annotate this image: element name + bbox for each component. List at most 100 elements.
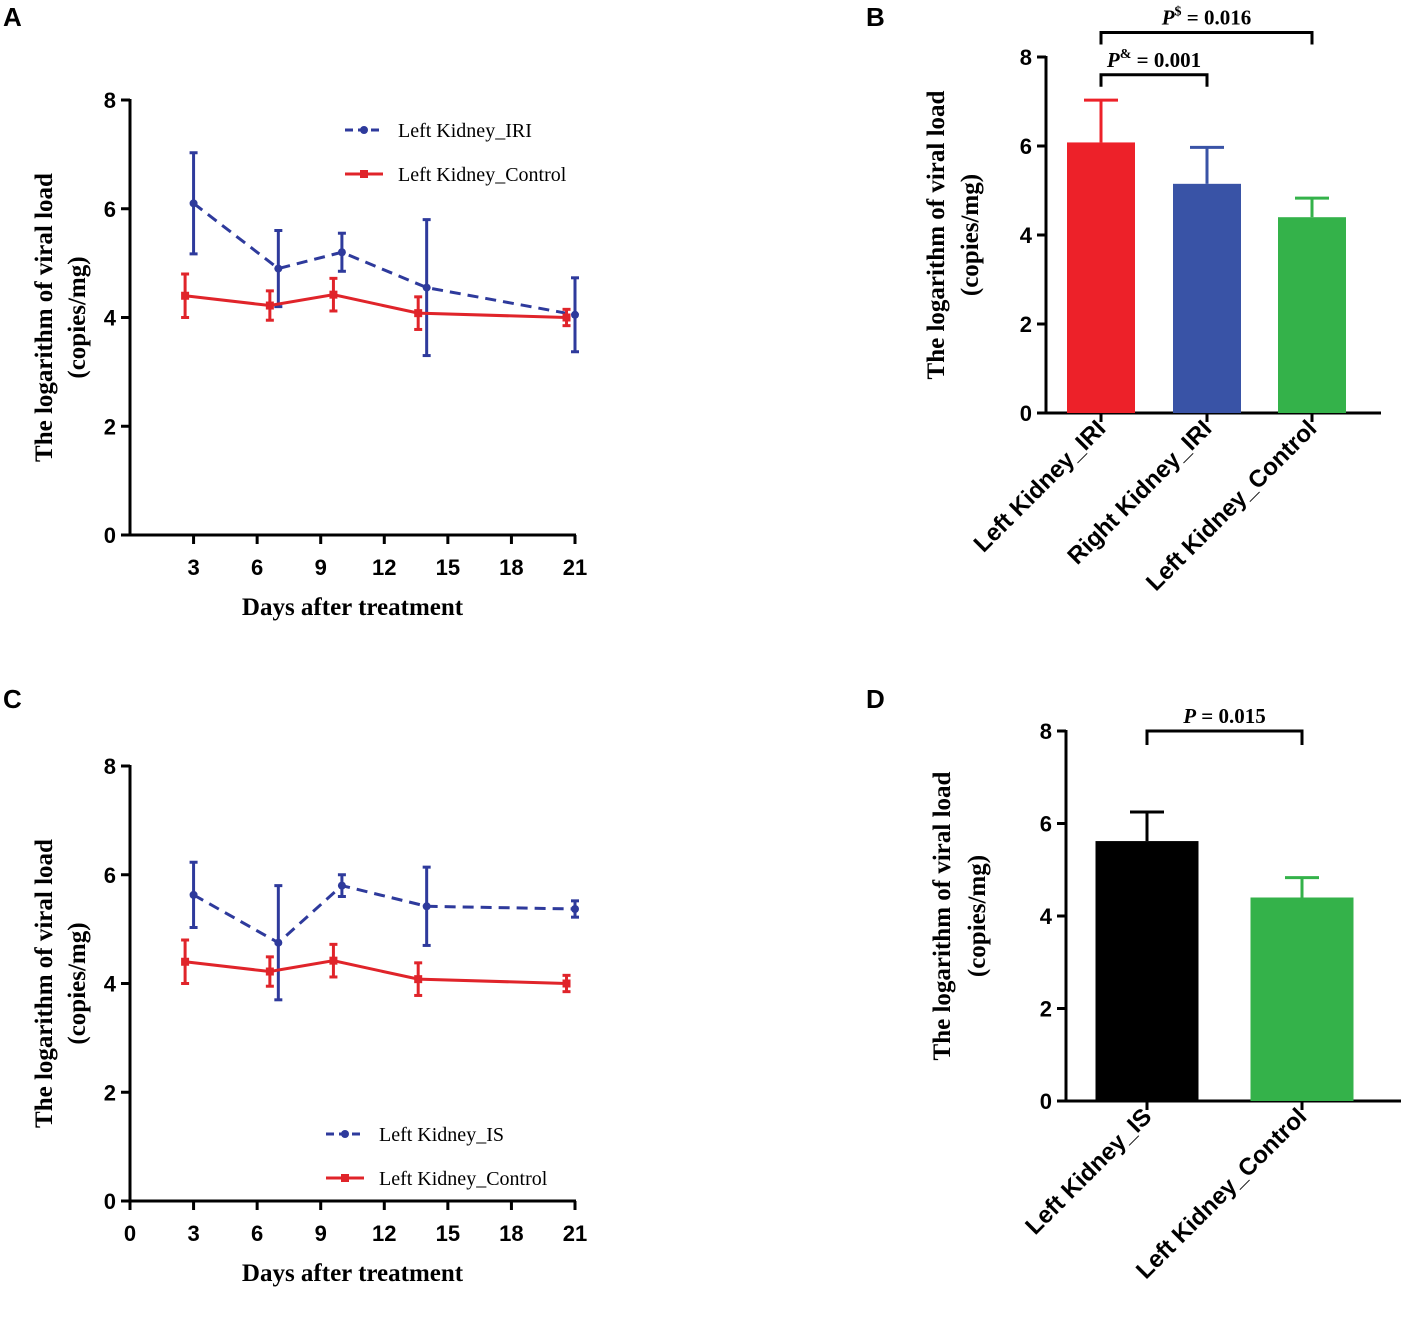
y-tick-label: 2 [1040, 997, 1052, 1022]
y-tick-label: 2 [104, 414, 116, 439]
x-tick-label: 21 [563, 555, 587, 580]
legend-label: Left Kidney_IRI [398, 120, 532, 142]
bar [1173, 183, 1241, 413]
category-label: Left Kidney_Control [1141, 415, 1322, 596]
x-tick-label: 18 [499, 555, 523, 580]
series-0 [189, 151, 579, 358]
data-point [414, 309, 423, 318]
data-point [181, 957, 190, 966]
data-point [562, 979, 571, 988]
y-tick-label: 6 [1020, 134, 1032, 159]
significance-bracket [1099, 31, 1314, 45]
data-point [265, 967, 274, 976]
data-point [189, 199, 198, 208]
legend-marker [360, 126, 368, 134]
panel-d-bar-chart: 0 2 4 6 8 The logarithm of viral load (copies/… [929, 704, 1401, 1284]
category-label: Left Kidney_Control [1131, 1103, 1312, 1284]
data-point [414, 975, 423, 984]
y-axis-title-line2: (copies/mg) [64, 256, 91, 378]
bar [1067, 142, 1135, 413]
series-line [184, 959, 567, 985]
y-tick-label: 0 [1020, 401, 1032, 426]
y-tick-label: 2 [104, 1080, 116, 1105]
panel-b-bar-chart: 0 2 4 6 8 The logarithm of viral load (copies/… [923, 5, 1381, 596]
y-axis-title-line2: (copies/mg) [964, 855, 991, 977]
series-line [184, 293, 567, 319]
data-point [571, 310, 579, 319]
legend-label: Left Kidney_Control [379, 1168, 548, 1190]
y-axis-title-line1: The logarithm of viral load [31, 839, 58, 1128]
x-tick-label: 18 [499, 1221, 523, 1246]
x-tick-label: 15 [436, 555, 460, 580]
significance-bracket [1099, 73, 1209, 87]
data-point [274, 938, 283, 947]
y-tick-label: 6 [104, 863, 116, 888]
x-tick-label: 12 [372, 1221, 396, 1246]
y-tick-label: 8 [1020, 45, 1032, 70]
significance-bracket [1145, 729, 1304, 745]
data-point [274, 264, 283, 273]
series-1 [181, 272, 571, 331]
y-tick-label: 0 [104, 1189, 116, 1214]
panel-letter-a: A [3, 2, 22, 32]
y-tick-label: 2 [1020, 312, 1032, 337]
y-axis-title-line1: The logarithm of viral load [31, 173, 58, 462]
data-point [329, 290, 338, 299]
legend-label: Left Kidney_Control [398, 164, 567, 186]
legend-marker [341, 1174, 349, 1182]
panel-letter-d: D [866, 684, 885, 714]
y-tick-label: 0 [1040, 1089, 1052, 1114]
data-point [329, 956, 338, 965]
significance-label: P$ = 0.016 [1161, 5, 1252, 30]
x-axis-title: Days after treatment [242, 594, 464, 621]
x-tick-label: 21 [563, 1221, 587, 1246]
y-tick-label: 4 [104, 306, 117, 331]
series-line [192, 883, 576, 945]
series-line [192, 202, 576, 317]
x-tick-label: 15 [436, 1221, 460, 1246]
x-tick-label: 6 [251, 1221, 263, 1246]
x-tick-label: 3 [187, 1221, 199, 1246]
panel-letter-b: B [866, 2, 885, 32]
panel-c-line-chart: 0 2 4 6 8 The logarithm of viral load (copies/… [31, 754, 587, 1287]
x-tick-label: 12 [372, 555, 396, 580]
series-0 [189, 860, 579, 1002]
y-tick-label: 8 [104, 754, 116, 779]
y-tick-label: 8 [1040, 719, 1052, 744]
data-point [422, 902, 431, 911]
data-point [571, 905, 579, 914]
data-point [562, 313, 571, 322]
y-tick-label: 4 [104, 972, 117, 997]
data-point [181, 291, 190, 300]
x-tick-label: 0 [124, 1221, 136, 1246]
x-tick-label: 9 [315, 555, 327, 580]
y-axis-title-line2: (copies/mg) [957, 174, 984, 296]
x-tick-label: 9 [315, 1221, 327, 1246]
y-tick-label: 4 [1020, 223, 1033, 248]
legend-marker [341, 1130, 349, 1138]
bar [1095, 841, 1199, 1101]
panel-a-line-chart: 0 2 4 6 8 The logarithm of viral load (copies/… [31, 88, 587, 621]
y-tick-label: 6 [104, 197, 116, 222]
y-tick-label: 0 [104, 523, 116, 548]
legend-label: Left Kidney_IS [379, 1124, 504, 1146]
legend-marker [360, 170, 368, 178]
data-point [422, 283, 431, 292]
panel-letter-c: C [3, 684, 22, 714]
y-axis-title-line1: The logarithm of viral load [929, 771, 956, 1060]
y-tick-label: 8 [104, 88, 116, 113]
data-point [337, 881, 346, 890]
bar [1250, 897, 1354, 1101]
data-point [337, 248, 346, 257]
bar [1278, 217, 1346, 413]
y-tick-label: 6 [1040, 812, 1052, 837]
series-1 [181, 938, 571, 997]
category-label: Left Kidney_IS [1020, 1103, 1157, 1240]
y-tick-label: 4 [1040, 904, 1053, 929]
x-tick-label: 6 [251, 555, 263, 580]
x-axis-title: Days after treatment [242, 1260, 464, 1287]
y-axis-title-line1: The logarithm of viral load [923, 90, 950, 379]
significance-label: P = 0.015 [1182, 704, 1266, 728]
x-tick-label: 3 [187, 555, 199, 580]
